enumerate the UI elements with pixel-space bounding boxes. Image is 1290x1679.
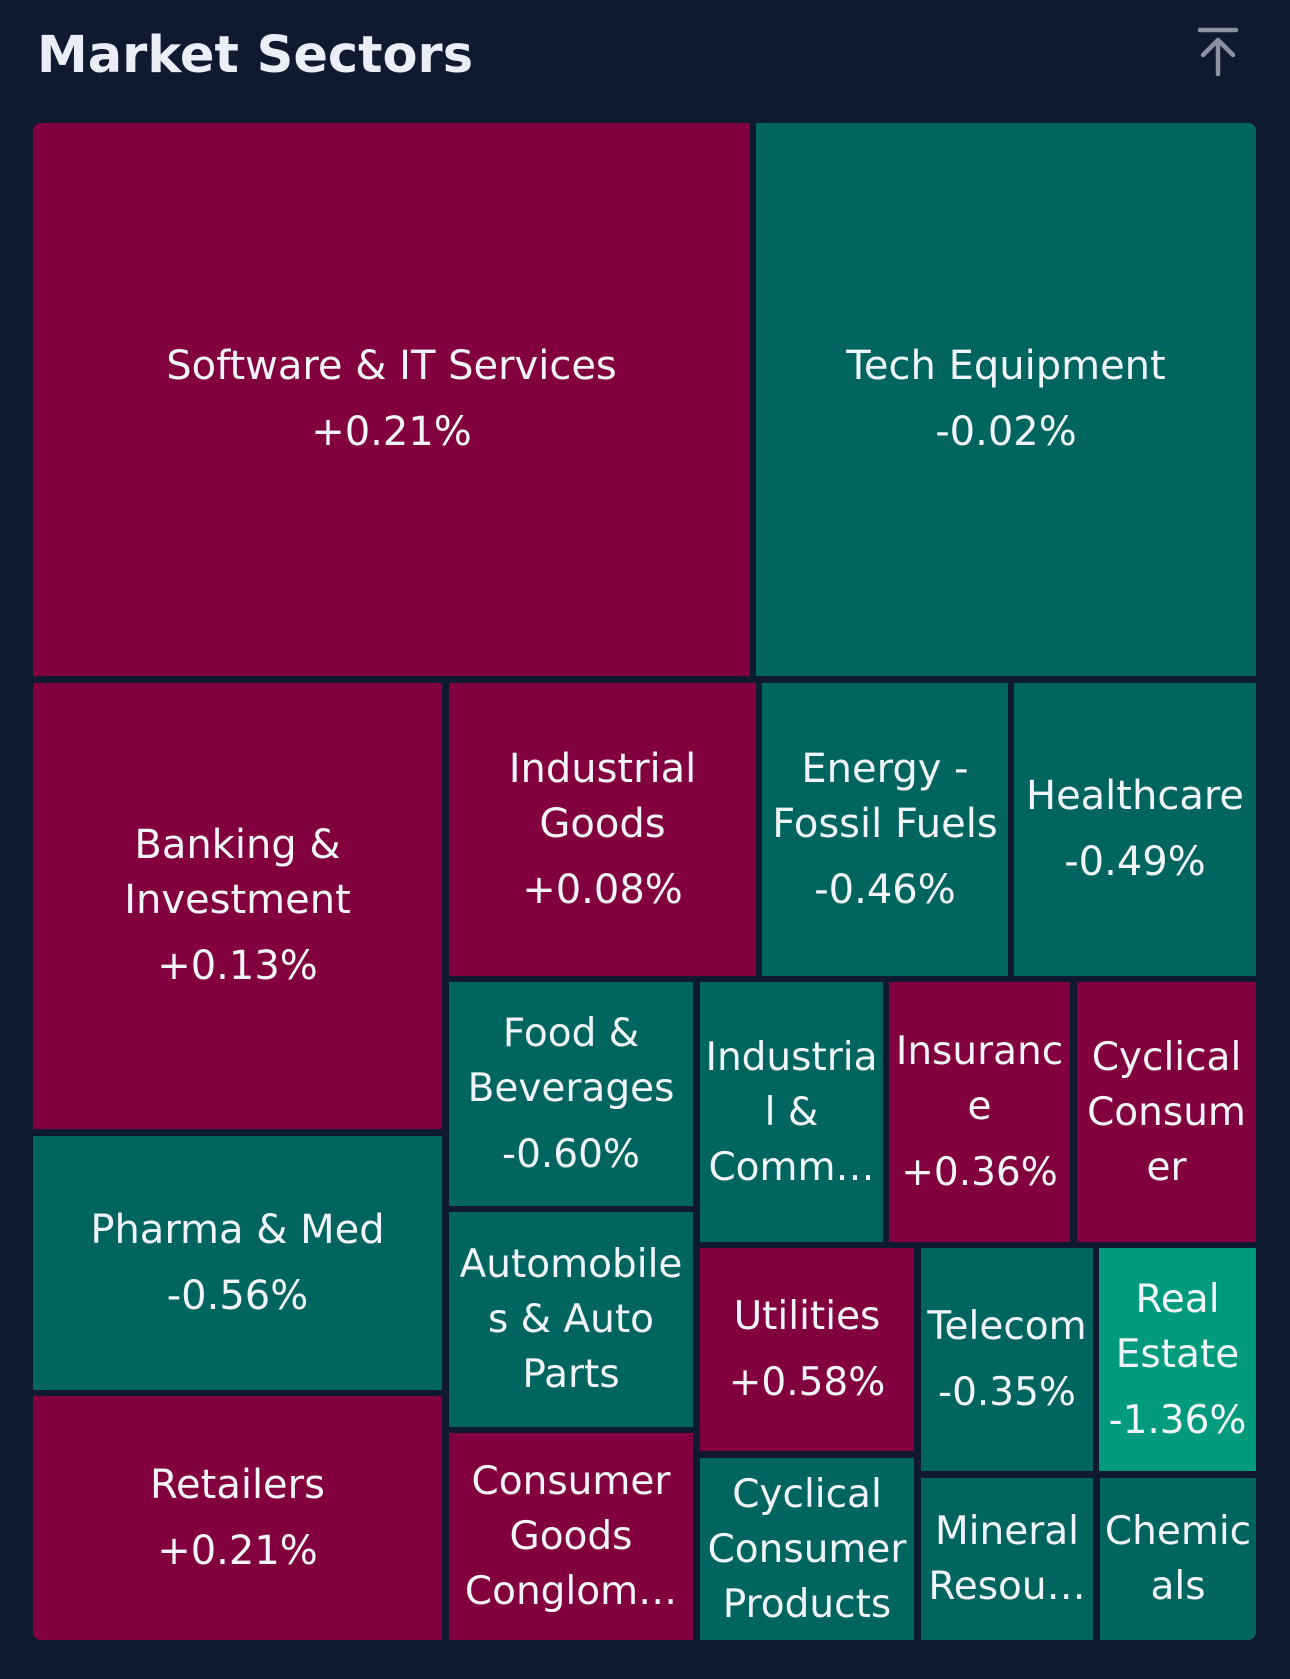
sector-name: Chemic als [1104, 1509, 1252, 1609]
sector-name: Tech Equipment [846, 343, 1166, 389]
sector-name: Cyclical Consum er [1087, 1034, 1246, 1190]
sector-tile-software-it-services[interactable]: Software & IT Services +0.21% [33, 123, 750, 676]
sector-name: Pharma & Med [90, 1206, 385, 1253]
sector-name: Energy - Fossil Fuels [772, 745, 998, 847]
sector-name: Industria l & Comm… [705, 1034, 878, 1190]
sector-tile-utilities[interactable]: Utilities +0.58% [700, 1248, 914, 1451]
sector-change: -0.60% [502, 1132, 640, 1177]
sector-tile-cyclical-consumer[interactable]: Cyclical Consum er [1077, 982, 1256, 1242]
sector-name: Cyclical Consumer Products [707, 1471, 907, 1627]
sector-tile-telecom[interactable]: Telecom -0.35% [921, 1248, 1093, 1471]
sector-change: +0.21% [311, 409, 472, 455]
sector-change: +0.36% [901, 1150, 1058, 1195]
sector-tile-banking-investment[interactable]: Banking & Investment +0.13% [33, 683, 442, 1129]
sector-change: -1.36% [1108, 1397, 1247, 1443]
sector-change: -0.46% [814, 866, 956, 913]
sector-tile-tech-equipment[interactable]: Tech Equipment -0.02% [756, 123, 1256, 676]
sector-tile-food-beverages[interactable]: Food & Beverages -0.60% [449, 982, 693, 1206]
sector-tile-healthcare[interactable]: Healthcare -0.49% [1014, 683, 1256, 976]
sector-name: Telecom [927, 1304, 1087, 1349]
sector-change: +0.13% [157, 943, 318, 989]
sector-change: +0.21% [157, 1527, 318, 1574]
sector-change: -0.02% [935, 409, 1077, 455]
sector-change: -0.49% [1064, 839, 1206, 885]
sector-name: Automobile s & Auto Parts [459, 1242, 683, 1397]
sector-tile-industrial-commercial[interactable]: Industria l & Comm… [700, 982, 883, 1242]
sector-tile-cyclical-consumer-products[interactable]: Cyclical Consumer Products [700, 1458, 914, 1640]
scroll-to-top-button[interactable] [1194, 26, 1242, 78]
sector-name: Real Estate [1115, 1276, 1240, 1377]
sector-change: +0.08% [522, 866, 683, 913]
sector-tile-insurance[interactable]: Insuranc e +0.36% [889, 982, 1070, 1242]
sector-name: Utilities [733, 1294, 881, 1339]
sector-tile-automobiles-auto-parts[interactable]: Automobile s & Auto Parts [449, 1212, 693, 1427]
sector-tile-pharma-med[interactable]: Pharma & Med -0.56% [33, 1136, 442, 1390]
sector-name: Software & IT Services [166, 343, 617, 389]
sector-tile-energy-fossil-fuels[interactable]: Energy - Fossil Fuels -0.46% [762, 683, 1008, 976]
sector-change: -0.56% [166, 1272, 309, 1319]
sector-tile-mineral-resources[interactable]: Mineral Resou… [921, 1478, 1093, 1640]
sector-name: Retailers [150, 1461, 325, 1508]
sector-tile-chemicals[interactable]: Chemic als [1100, 1478, 1256, 1640]
sector-tile-industrial-goods[interactable]: Industrial Goods +0.08% [449, 683, 756, 976]
sector-change: -0.35% [938, 1370, 1076, 1415]
sector-change: +0.58% [728, 1360, 886, 1405]
sector-name: Mineral Resou… [928, 1509, 1086, 1609]
sector-name: Consumer Goods Conglom… [464, 1459, 678, 1614]
sector-tile-retailers[interactable]: Retailers +0.21% [33, 1396, 442, 1640]
sector-name: Healthcare [1025, 773, 1245, 819]
sector-name: Banking & Investment [124, 822, 351, 923]
sector-name: Food & Beverages [467, 1011, 675, 1111]
arrow-up-to-line-icon [1197, 27, 1239, 77]
sector-name: Industrial Goods [508, 745, 697, 847]
sector-tile-consumer-goods-conglomerates[interactable]: Consumer Goods Conglom… [449, 1433, 693, 1640]
sector-name: Insuranc e [895, 1029, 1064, 1129]
page-title: Market Sectors [37, 26, 474, 85]
sector-tile-real-estate[interactable]: Real Estate -1.36% [1099, 1248, 1256, 1471]
